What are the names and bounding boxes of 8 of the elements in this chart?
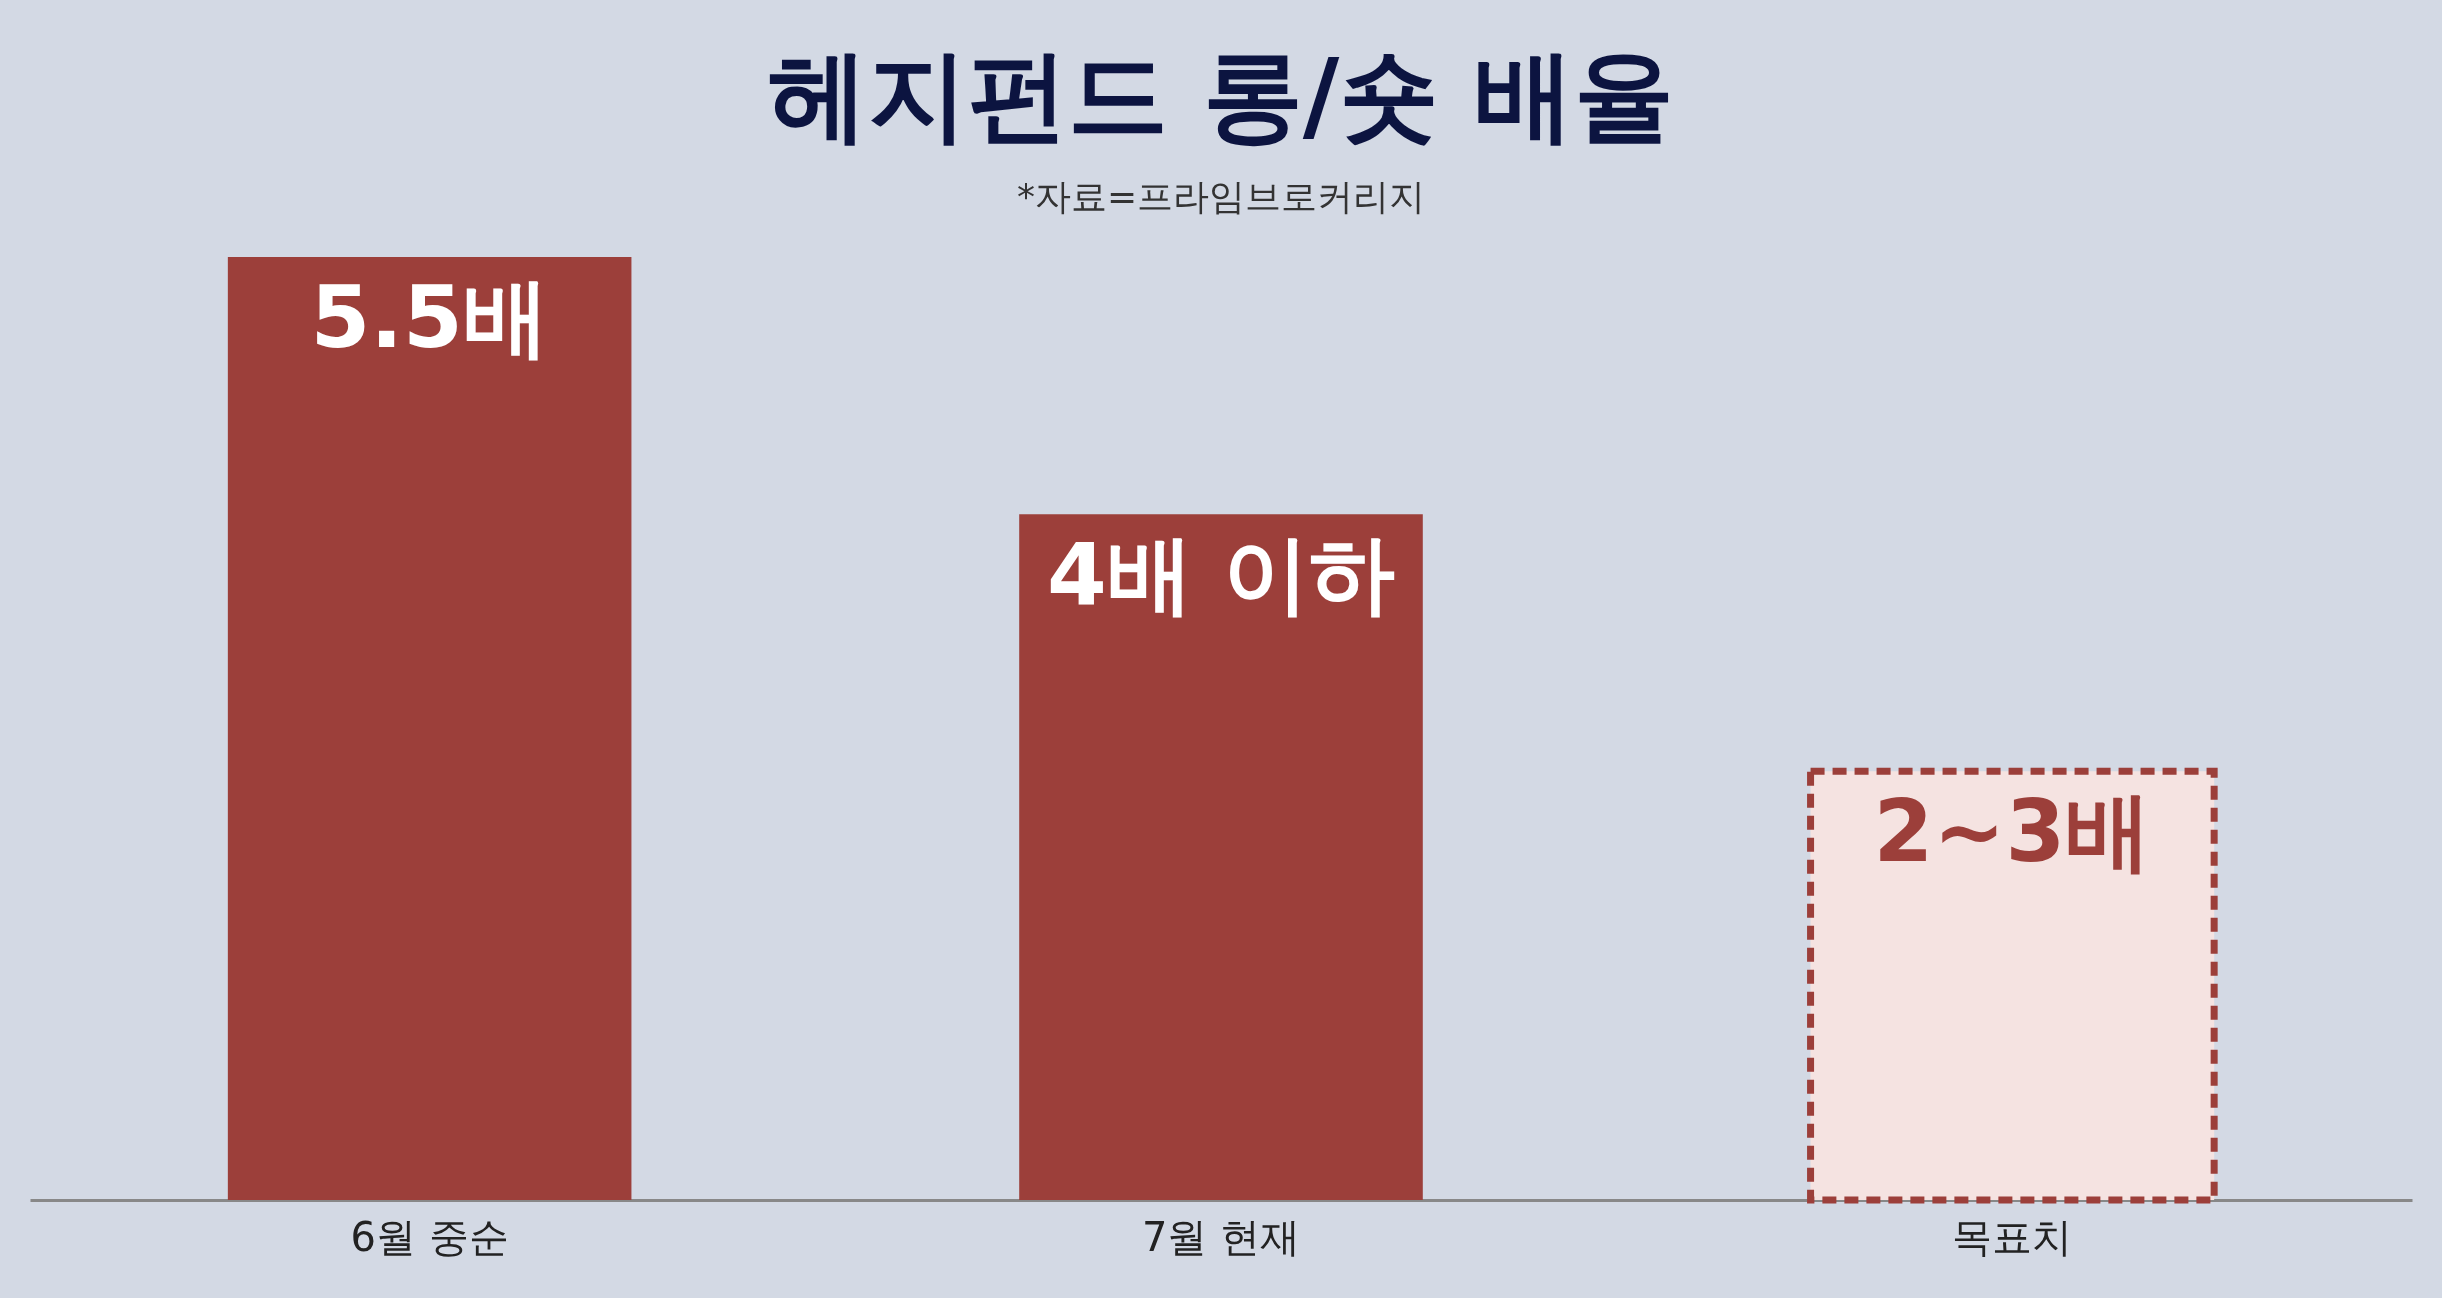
- x-tick-label: 목표치: [1952, 1213, 2073, 1260]
- x-tick-label: 6월 중순: [350, 1213, 509, 1260]
- chart-title: 헤지펀드 롱/숏 배율: [767, 37, 1675, 154]
- text: *자료=프라임브로커리지: [1016, 176, 1426, 217]
- data-label: 5.5배: [310, 267, 549, 367]
- data-label: 4배 이하: [1047, 524, 1395, 625]
- x-tick-label: 7월 현재: [1141, 1213, 1301, 1260]
- data-label: 2~3배: [1873, 781, 2152, 882]
